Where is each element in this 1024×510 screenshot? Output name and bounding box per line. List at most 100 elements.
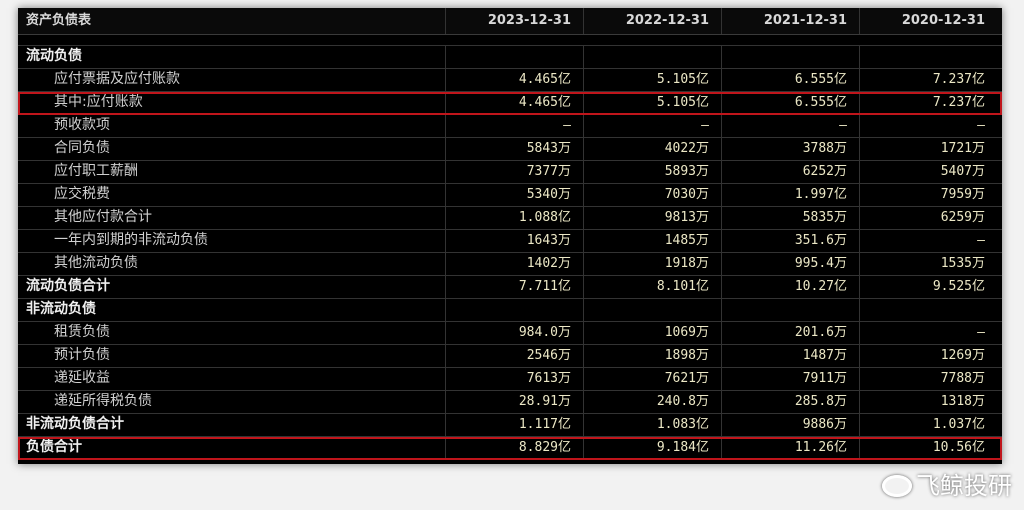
- cell-value: 4.465亿: [445, 69, 583, 91]
- table-row-highlighted[interactable]: 其中:应付账款 4.465亿 5.105亿 6.555亿 7.237亿: [18, 92, 1002, 115]
- cell-value: 4022万: [583, 138, 721, 160]
- cell-value: —: [583, 115, 721, 137]
- row-label: 递延收益: [54, 370, 110, 386]
- row-label: 预收款项: [54, 117, 110, 133]
- cell-value: 9813万: [583, 207, 721, 229]
- weibo-icon: [882, 475, 912, 497]
- cell-value: 6252万: [721, 161, 859, 183]
- cell-value: —: [859, 115, 997, 137]
- column-header[interactable]: 2021-12-31: [721, 8, 859, 34]
- cell-value: 6.555亿: [721, 92, 859, 114]
- row-label: 流动负债合计: [26, 278, 110, 294]
- table-row[interactable]: 其他流动负债 1402万 1918万 995.4万 1535万: [18, 253, 1002, 276]
- cell-value: [721, 46, 859, 68]
- cell-value: 8.101亿: [583, 276, 721, 298]
- column-header[interactable]: 2023-12-31: [445, 8, 583, 34]
- cell-value: 7377万: [445, 161, 583, 183]
- cell-value: 6259万: [859, 207, 997, 229]
- cell-value: 10.56亿: [859, 437, 997, 459]
- cell-value: 7911万: [721, 368, 859, 390]
- cell-value: [859, 299, 997, 321]
- table-row[interactable]: 应付票据及应付账款 4.465亿 5.105亿 6.555亿 7.237亿: [18, 69, 1002, 92]
- cell-value: 351.6万: [721, 230, 859, 252]
- row-label: 非流动负债: [26, 301, 96, 317]
- cell-value: 1535万: [859, 253, 997, 275]
- table-title: 资产负债表: [26, 13, 92, 28]
- cell-value: 984.0万: [445, 322, 583, 344]
- cell-value: 7.711亿: [445, 276, 583, 298]
- table-row[interactable]: 租赁负债 984.0万 1069万 201.6万 —: [18, 322, 1002, 345]
- cell-value: 1.037亿: [859, 414, 997, 436]
- cell-value: 1485万: [583, 230, 721, 252]
- cell-value: 7.237亿: [859, 69, 997, 91]
- cell-value: 1318万: [859, 391, 997, 413]
- row-label: 其他应付款合计: [54, 209, 152, 225]
- cell-value: 5.105亿: [583, 92, 721, 114]
- cell-value: 10.27亿: [721, 276, 859, 298]
- table-row[interactable]: 非流动负债合计 1.117亿 1.083亿 9886万 1.037亿: [18, 414, 1002, 437]
- cell-value: [721, 299, 859, 321]
- table-row[interactable]: 预收款项 — — — —: [18, 115, 1002, 138]
- cell-value: 1.088亿: [445, 207, 583, 229]
- cell-value: 7.237亿: [859, 92, 997, 114]
- table-row[interactable]: 递延所得税负债 28.91万 240.8万 285.8万 1318万: [18, 391, 1002, 414]
- cell-value: 995.4万: [721, 253, 859, 275]
- table-row[interactable]: 递延收益 7613万 7621万 7911万 7788万: [18, 368, 1002, 391]
- column-header[interactable]: 2020-12-31: [859, 8, 997, 34]
- cell-value: 1898万: [583, 345, 721, 367]
- cell-value: —: [445, 115, 583, 137]
- row-label: 应交税费: [54, 186, 110, 202]
- table-row[interactable]: 应付职工薪酬 7377万 5893万 6252万 5407万: [18, 161, 1002, 184]
- cell-value: 1402万: [445, 253, 583, 275]
- cell-value: 1721万: [859, 138, 997, 160]
- cell-value: 9.184亿: [583, 437, 721, 459]
- table-row[interactable]: 流动负债合计 7.711亿 8.101亿 10.27亿 9.525亿: [18, 276, 1002, 299]
- row-label: 其他流动负债: [54, 255, 138, 271]
- cell-value: 1069万: [583, 322, 721, 344]
- row-label: 负债合计: [26, 439, 82, 455]
- row-label: 应付票据及应付账款: [54, 71, 180, 87]
- cell-value: 1.083亿: [583, 414, 721, 436]
- cell-value: [445, 46, 583, 68]
- cell-value: 1643万: [445, 230, 583, 252]
- table-row[interactable]: 合同负债 5843万 4022万 3788万 1721万: [18, 138, 1002, 161]
- cell-value: [583, 46, 721, 68]
- cell-value: 201.6万: [721, 322, 859, 344]
- cell-value: [445, 299, 583, 321]
- cell-value: —: [721, 115, 859, 137]
- cell-value: 285.8万: [721, 391, 859, 413]
- watermark-text: 飞鲸投研: [916, 472, 1012, 500]
- column-header[interactable]: 2022-12-31: [583, 8, 721, 34]
- table-row[interactable]: 非流动负债: [18, 299, 1002, 322]
- cell-value: 28.91万: [445, 391, 583, 413]
- cell-value: 9.525亿: [859, 276, 997, 298]
- watermark: 飞鲸投研: [882, 470, 1012, 502]
- cell-value: 9886万: [721, 414, 859, 436]
- table-row[interactable]: 预计负债 2546万 1898万 1487万 1269万: [18, 345, 1002, 368]
- cell-value: 6.555亿: [721, 69, 859, 91]
- cell-value: 1487万: [721, 345, 859, 367]
- row-label: 流动负债: [26, 48, 82, 64]
- row-divider: [18, 35, 1002, 46]
- cell-value: 7788万: [859, 368, 997, 390]
- cell-value: 240.8万: [583, 391, 721, 413]
- cell-value: [859, 46, 997, 68]
- cell-value: 2546万: [445, 345, 583, 367]
- table-row[interactable]: 流动负债: [18, 46, 1002, 69]
- cell-value: 7621万: [583, 368, 721, 390]
- table-row[interactable]: 其他应付款合计 1.088亿 9813万 5835万 6259万: [18, 207, 1002, 230]
- cell-value: 5843万: [445, 138, 583, 160]
- row-label: 递延所得税负债: [54, 393, 152, 409]
- table-row[interactable]: 一年内到期的非流动负债 1643万 1485万 351.6万 —: [18, 230, 1002, 253]
- row-label: 非流动负债合计: [26, 416, 124, 432]
- table-header: 资产负债表 2023-12-31 2022-12-31 2021-12-31 2…: [18, 8, 1002, 35]
- row-label: 预计负债: [54, 347, 110, 363]
- cell-value: —: [859, 230, 997, 252]
- table-row-highlighted[interactable]: 负债合计 8.829亿 9.184亿 11.26亿 10.56亿: [18, 437, 1002, 460]
- cell-value: 5340万: [445, 184, 583, 206]
- table-row[interactable]: 应交税费 5340万 7030万 1.997亿 7959万: [18, 184, 1002, 207]
- row-label: 其中:应付账款: [54, 94, 143, 110]
- cell-value: 4.465亿: [445, 92, 583, 114]
- cell-value: 7030万: [583, 184, 721, 206]
- balance-sheet-table: 资产负债表 2023-12-31 2022-12-31 2021-12-31 2…: [18, 8, 1002, 464]
